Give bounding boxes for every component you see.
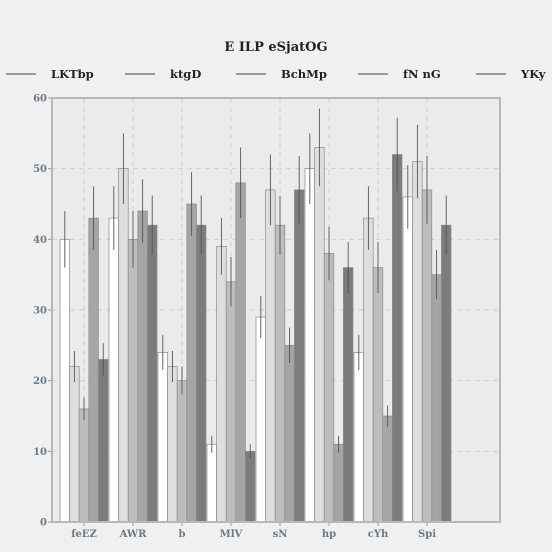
bar-YKy-MlV [245,450,256,523]
bar-fN-nG-MlV [235,182,246,523]
bar-YKy-feEZ [98,359,109,523]
bar-BchMp-Spi [421,189,433,523]
y-tick-label: 0 [40,518,47,529]
legend: LKTbp ktgD BchMp fN nG YKy [6,67,546,81]
bar-fN-nG-hp [333,443,344,523]
bar-ktgD-MlV [216,246,227,523]
bar-BchMp-hp [323,253,335,523]
bar-YKy-b [196,224,207,523]
y-tick-label: 60 [33,94,47,105]
bar-ktgD-sN [265,189,276,523]
bar-LKTbp-MlV [206,443,217,523]
bar-ktgD-AWR [118,168,129,523]
bar-YKy-cYh [392,154,403,523]
y-tick-label: 50 [33,164,47,175]
bar-ktgD-feEZ [69,366,80,523]
y-tick-label: 30 [33,306,47,317]
bar-ktgD-b [167,366,178,523]
bar-YKy-AWR [147,224,158,523]
bar-BchMp-feEZ [78,408,90,523]
x-tick-label: sN [273,529,288,540]
bar-fN-nG-AWR [137,210,148,523]
bar-BchMp-sN [274,224,286,523]
bar-fN-nG-cYh [382,415,393,523]
x-tick-label: hp [322,529,336,540]
bar-LKTbp-AWR [108,217,119,523]
y-axis: 0 10 20 30 40 50 60 [33,94,52,529]
legend-label: BchMp [281,67,327,81]
bars [59,108,452,523]
bar-ktgD-hp [314,147,325,523]
bar-BchMp-cYh [372,267,384,523]
x-tick-label: AWR [119,529,147,540]
bar-fN-nG-Spi [431,274,442,523]
legend-label: fN nG [403,67,441,81]
y-tick-label: 20 [33,376,47,387]
x-tick-label: Spi [418,529,436,540]
bar-ktgD-Spi [412,161,423,523]
bar-LKTbp-cYh [353,352,364,523]
chart-title: E ILP eSjatOG [224,40,327,55]
legend-label: ktgD [170,67,201,81]
x-tick-label: cYh [368,529,389,540]
bar-YKy-sN [294,189,305,523]
bar-LKTbp-Spi [402,196,413,523]
bar-LKTbp-sN [255,316,266,523]
bar-LKTbp-feEZ [59,238,70,523]
bar-BchMp-AWR [127,238,139,523]
x-tick-label: b [179,529,186,540]
y-tick-label: 10 [33,447,47,458]
bar-LKTbp-hp [304,168,315,523]
x-axis: feEZ AWR b MlV sN hp cYh Spi [71,522,436,540]
legend-label: LKTbp [51,67,94,81]
bar-YKy-hp [343,267,354,523]
bar-fN-nG-feEZ [88,217,99,523]
x-tick-label: feEZ [71,529,97,540]
y-tick-label: 40 [33,235,47,246]
legend-label: YKy [520,67,546,81]
bar-BchMp-MlV [225,281,237,523]
bar-LKTbp-b [157,352,168,523]
bar-BchMp-b [176,380,188,523]
bar-fN-nG-sN [284,344,295,523]
plot-frame [51,97,501,523]
bar-fN-nG-b [186,203,197,523]
bar-YKy-Spi [441,224,452,523]
x-tick-label: MlV [220,529,243,540]
bar-ktgD-cYh [363,217,374,523]
